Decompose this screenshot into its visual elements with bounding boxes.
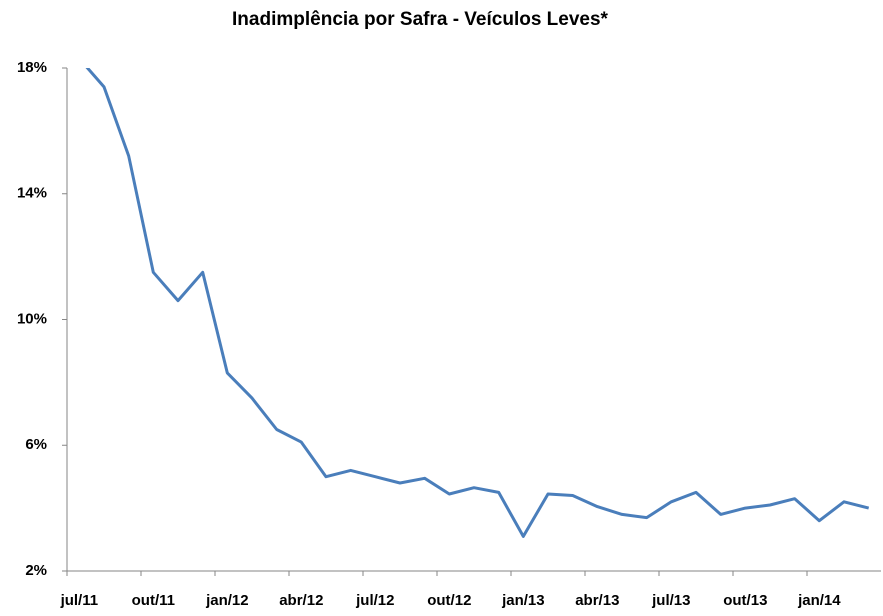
x-tick-label: out/13 — [723, 592, 767, 609]
x-tick-label: jan/12 — [205, 592, 249, 609]
x-tick-label: jan/14 — [797, 592, 841, 609]
x-tick-label: out/12 — [427, 592, 471, 609]
x-tick-label: abr/12 — [279, 592, 323, 609]
y-tick-label: 10% — [17, 310, 47, 327]
x-tick-label: jul/13 — [651, 592, 690, 609]
y-tick-label: 2% — [25, 562, 47, 579]
y-tick-label: 6% — [25, 436, 47, 453]
y-tick-label: 18% — [17, 59, 47, 76]
x-tick-label: jul/12 — [355, 592, 394, 609]
x-tick-label: jul/11 — [60, 592, 99, 609]
x-tick-label: abr/13 — [575, 592, 619, 609]
y-tick-label: 14% — [17, 185, 47, 202]
x-tick-label: out/11 — [132, 592, 175, 609]
chart-title: Inadimplência por Safra - Veículos Leves… — [232, 9, 609, 30]
x-tick-label: jan/13 — [501, 592, 545, 609]
data-line — [85, 68, 870, 538]
